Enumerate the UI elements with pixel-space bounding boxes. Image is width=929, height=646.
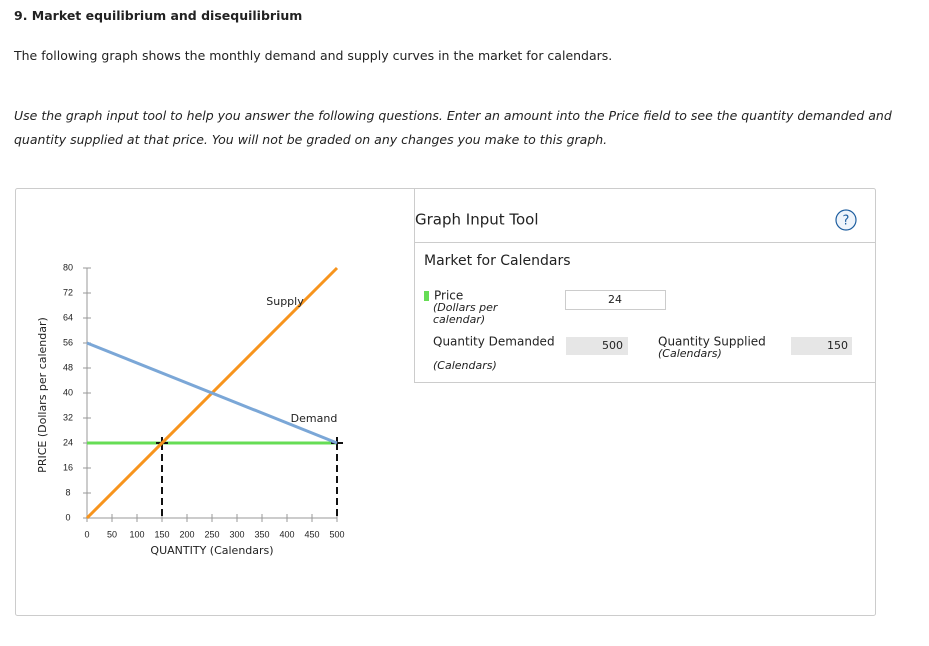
- demanded-value: 500: [602, 339, 623, 352]
- y-tick-label: 48: [63, 362, 73, 372]
- x-tick-label: 350: [254, 529, 269, 539]
- demanded-box: [566, 337, 628, 355]
- supplied-label: Quantity Supplied: [658, 335, 766, 349]
- price-input[interactable]: [565, 290, 666, 310]
- y-tick-label: 8: [65, 487, 70, 497]
- price-unit: (Dollars per calendar): [433, 301, 498, 326]
- series-line: [86, 341, 338, 445]
- y-tick-label: 32: [63, 412, 73, 422]
- title: 9. Market equilibrium and disequilibrium: [14, 8, 303, 23]
- y-tick-label: 56: [63, 337, 73, 347]
- x-axis-title: QUANTITY (Calendars): [150, 544, 273, 557]
- x-tick-label: 200: [179, 529, 194, 539]
- series-label: Supply: [266, 295, 304, 308]
- supplied-value: 150: [827, 339, 848, 352]
- x-tick-label: 450: [304, 529, 319, 539]
- tool-subtitle: Market for Calendars: [424, 253, 571, 269]
- series-label: Demand: [291, 412, 338, 425]
- x-tick-label: 50: [107, 529, 117, 539]
- x-tick-label: 250: [204, 529, 219, 539]
- y-tick-label: 16: [63, 462, 73, 472]
- y-tick-label: 24: [63, 437, 73, 447]
- y-tick-label: 72: [63, 287, 73, 297]
- demanded-label: Quantity Demanded: [433, 335, 555, 349]
- y-tick-label: 64: [63, 312, 73, 322]
- help-button[interactable]: [835, 209, 857, 231]
- supplied-unit: (Calendars): [658, 347, 722, 360]
- price-label: Price: [434, 289, 463, 303]
- x-tick-label: 300: [229, 529, 244, 539]
- x-tick-label: 400: [279, 529, 294, 539]
- price-value[interactable]: 24: [608, 293, 622, 306]
- demanded-unit: (Calendars): [433, 359, 497, 372]
- help-icon[interactable]: ?: [843, 214, 850, 229]
- y-tick-label: 0: [65, 512, 70, 522]
- y-axis-title: PRICE (Dollars per calendar): [36, 317, 49, 473]
- x-tick-label: 100: [129, 529, 144, 539]
- tool-title: Graph Input Tool: [415, 211, 539, 229]
- x-tick-label: 0: [84, 529, 89, 539]
- instructions: Use the graph input tool to help you ans…: [14, 108, 892, 147]
- x-tick-label: 150: [154, 529, 169, 539]
- y-tick-label: 80: [63, 262, 73, 272]
- supplied-box: [791, 337, 852, 355]
- price-swatch: [424, 291, 429, 301]
- x-tick-label: 500: [329, 529, 344, 539]
- intro: The following graph shows the monthly de…: [14, 48, 613, 63]
- y-tick-label: 40: [63, 387, 73, 397]
